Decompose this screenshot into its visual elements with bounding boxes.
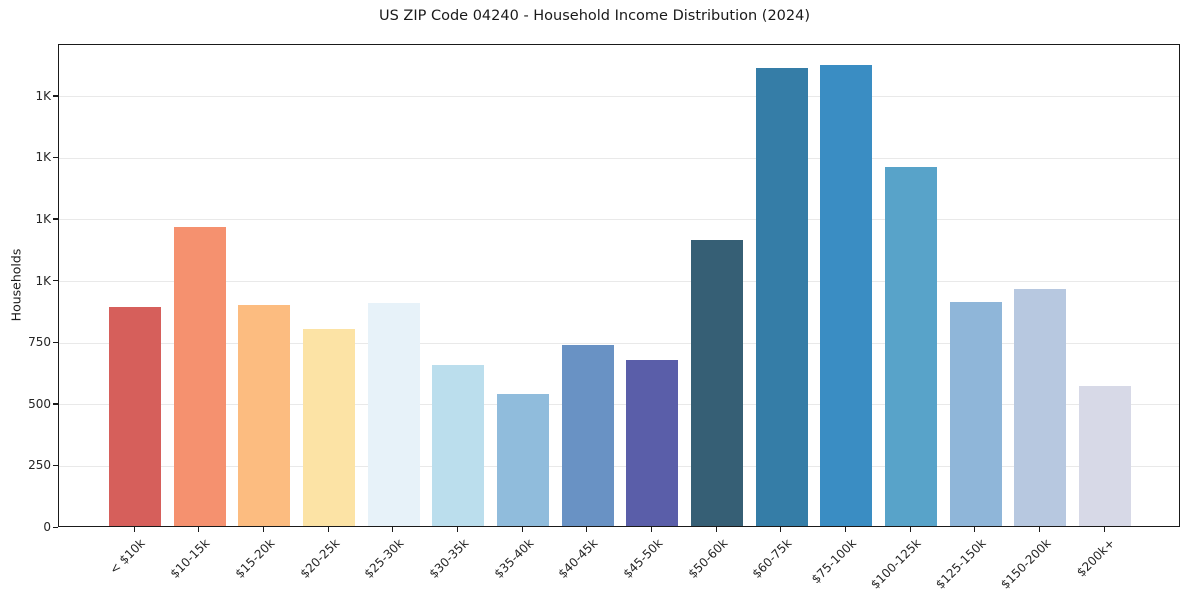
bar-125-150k (949, 301, 1002, 526)
x-tick-mark (909, 527, 911, 532)
bar-15-20k (238, 305, 291, 526)
x-tick-label: $200k+ (1074, 536, 1118, 580)
y-tick-label: 1K (35, 150, 51, 165)
gridline-y (59, 404, 1179, 406)
y-tick-mark (53, 403, 58, 405)
x-tick-mark (392, 527, 394, 532)
y-tick-label: 1K (35, 211, 51, 226)
y-tick-mark (53, 95, 58, 97)
x-tick-label: $50-60k (685, 536, 730, 581)
x-tick-label: $45-50k (620, 536, 666, 581)
x-tick-mark (1103, 527, 1105, 532)
x-tick-label: $30-35k (426, 536, 472, 581)
gridline-y (59, 342, 1179, 344)
y-tick-label: 500 (28, 396, 51, 411)
x-tick-mark (133, 527, 135, 532)
y-tick-label: 0 (43, 520, 51, 534)
bar-20-25k (303, 328, 355, 526)
bar-10-15k (173, 226, 226, 526)
y-tick-mark (53, 156, 58, 159)
y-tick-label: 250 (28, 458, 51, 473)
x-tick-label: $15-20k (232, 536, 278, 581)
bar-10k (109, 306, 161, 526)
bar-200k (1079, 385, 1131, 526)
x-tick-label: $125-150k (932, 536, 989, 590)
x-tick-mark (456, 527, 459, 532)
x-tick-label: $35-40k (491, 536, 536, 581)
x-tick-label: $40-45k (555, 536, 601, 581)
gridline-y (59, 157, 1179, 159)
y-tick-label: 1K (35, 273, 51, 288)
x-tick-label: $20-25k (297, 536, 342, 581)
y-tick-mark (53, 341, 58, 343)
x-tick-label: < $10k (107, 536, 148, 577)
chart-title: US ZIP Code 04240 - Household Income Dis… (378, 8, 811, 24)
bar-40-45k (561, 344, 614, 526)
plot-area (58, 44, 1180, 527)
x-tick-label: $25-30k (361, 536, 407, 581)
x-tick-label: $10-15k (167, 536, 213, 581)
bar-25-30k (367, 302, 420, 526)
x-tick-mark (780, 527, 782, 532)
x-tick-mark (327, 527, 329, 532)
y-tick-mark (53, 526, 58, 528)
x-tick-label: $150-200k (997, 536, 1054, 590)
bar-150-200k (1014, 289, 1067, 526)
x-tick-label: $100-125k (868, 536, 924, 590)
y-tick-mark (53, 218, 58, 220)
y-tick-label: 750 (28, 335, 51, 350)
gridline-y (59, 96, 1179, 98)
gridline-y (59, 465, 1179, 467)
x-tick-mark (521, 527, 523, 532)
x-tick-mark (650, 527, 653, 532)
x-tick-mark (262, 527, 265, 532)
x-tick-mark (198, 527, 200, 532)
x-tick-label: $60-75k (749, 536, 795, 581)
x-tick-mark (844, 527, 847, 532)
bar-60-75k (755, 67, 808, 526)
x-tick-label: $75-100k (808, 536, 860, 587)
x-tick-mark (715, 527, 717, 532)
bar-45-50k (626, 359, 679, 526)
y-tick-label: 1K (35, 88, 51, 103)
x-tick-mark (974, 527, 976, 532)
bar-35-40k (497, 394, 549, 526)
bar-30-35k (432, 364, 485, 526)
y-tick-mark (53, 280, 58, 282)
bar-75-100k (820, 65, 873, 526)
x-tick-mark (586, 527, 588, 532)
bar-100-125k (885, 167, 937, 526)
gridline-y (59, 281, 1179, 283)
gridline-y (59, 219, 1179, 221)
bar-50-60k (691, 240, 743, 526)
x-tick-mark (1038, 527, 1041, 532)
y-tick-mark (53, 464, 58, 467)
